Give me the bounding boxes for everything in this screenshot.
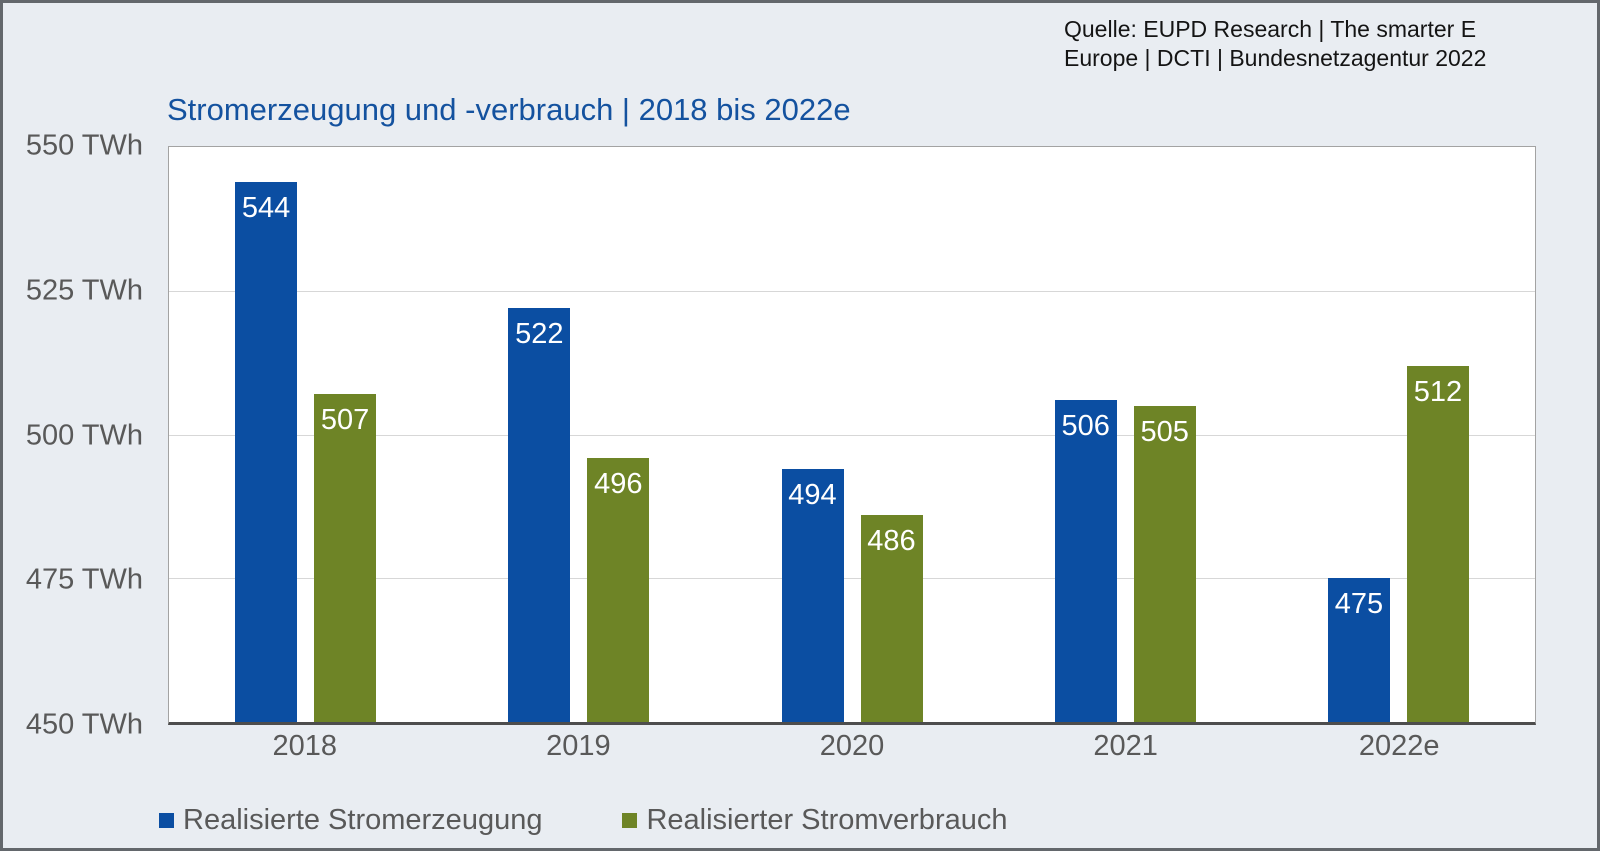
chart-legend: Realisierte Stromerzeugung Realisierter S… [159, 804, 1007, 837]
legend-label: Realisierte Stromerzeugung [183, 804, 543, 836]
source-line-1: Quelle: EUPD Research | The smarter E [1064, 16, 1477, 42]
gridline [169, 290, 1535, 292]
source-attribution: Quelle: EUPD Research | The smarter E Eu… [1064, 15, 1486, 72]
bar: 494 [781, 469, 844, 722]
gridline [169, 434, 1535, 436]
bar: 507 [314, 394, 377, 722]
bar-value-label: 505 [1140, 415, 1189, 448]
legend-item: Realisierte Stromerzeugung [159, 804, 542, 837]
gridline [169, 578, 1535, 580]
source-line-2: Europe | DCTI | Bundesnetzagentur 2022 [1064, 44, 1487, 71]
bar-group-2021: 506 505 [989, 147, 1262, 722]
legend-swatch [622, 813, 638, 828]
bar-value-label: 494 [788, 479, 837, 511]
bar-value-label: 506 [1061, 410, 1110, 442]
y-tick-label: 475 TWh [25, 563, 143, 596]
y-tick-label: 500 TWh [25, 419, 143, 451]
y-tick-label: 450 TWh [25, 708, 143, 741]
bar: 544 [235, 181, 298, 722]
bar: 496 [587, 457, 650, 722]
y-axis-labels: 550 TWh 525 TWh 500 TWh 475 TWh 450 TWh [3, 130, 143, 741]
x-tick-label: 2022e [1358, 730, 1440, 762]
bar-value-label: 507 [320, 404, 370, 437]
y-tick-label: 525 TWh [25, 274, 143, 307]
legend-swatch [159, 813, 174, 828]
legend-label: Realisierter Stromverbrauch [646, 804, 1008, 836]
bar-value-label: 486 [867, 525, 916, 557]
bar-group-2020: 494 486 [715, 147, 988, 722]
x-tick-label: 2018 [272, 730, 338, 762]
bar-value-label: 496 [594, 467, 643, 500]
bar: 506 [1054, 400, 1117, 722]
bar-value-label: 544 [241, 191, 291, 224]
y-tick-label: 550 TWh [25, 129, 143, 162]
x-axis-labels: 2018 2019 2020 2021 2022e [168, 730, 1536, 763]
bar: 512 [1406, 365, 1469, 722]
bar-group-2019: 522 496 [442, 147, 715, 722]
x-tick-label: 2020 [819, 730, 885, 762]
bar: 475 [1327, 578, 1390, 722]
bar-value-label: 512 [1413, 375, 1463, 408]
bar: 505 [1133, 405, 1196, 722]
bar-value-label: 475 [1334, 588, 1384, 621]
bar-groups: 544 507 522 496 494 486 506 505 475 512 [169, 147, 1535, 722]
plot-area: 544 507 522 496 494 486 506 505 475 512 [168, 146, 1536, 725]
bar-group-2022e: 475 512 [1262, 147, 1535, 722]
chart-title: Stromerzeugung und -verbrauch | 2018 bis… [167, 92, 851, 127]
bar: 522 [508, 308, 571, 722]
x-tick-label: 2021 [1093, 730, 1158, 762]
legend-item: Realisierter Stromverbrauch [622, 804, 1007, 837]
bar-group-2018: 544 507 [169, 147, 442, 722]
bar-value-label: 522 [515, 318, 564, 350]
gridline-layer [169, 147, 1535, 722]
bar: 486 [860, 515, 923, 722]
x-tick-label: 2019 [546, 730, 611, 762]
